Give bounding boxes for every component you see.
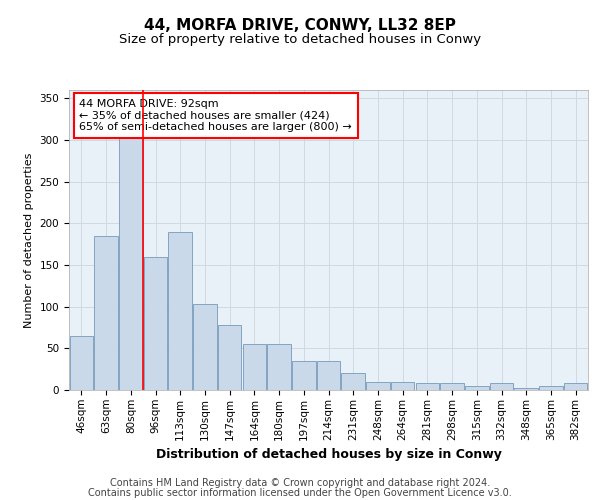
Text: Contains HM Land Registry data © Crown copyright and database right 2024.: Contains HM Land Registry data © Crown c… [110, 478, 490, 488]
Bar [514, 388, 538, 390]
Bar [416, 384, 439, 390]
Bar [317, 361, 340, 390]
Bar [490, 384, 513, 390]
Bar [440, 384, 464, 390]
Bar [94, 236, 118, 390]
Bar [391, 382, 415, 390]
Bar [242, 344, 266, 390]
Bar [564, 384, 587, 390]
Bar [292, 361, 316, 390]
Bar [218, 325, 241, 390]
Bar [144, 256, 167, 390]
Text: Contains public sector information licensed under the Open Government Licence v3: Contains public sector information licen… [88, 488, 512, 498]
Y-axis label: Number of detached properties: Number of detached properties [24, 152, 34, 328]
Text: 44 MORFA DRIVE: 92sqm
← 35% of detached houses are smaller (424)
65% of semi-det: 44 MORFA DRIVE: 92sqm ← 35% of detached … [79, 99, 352, 132]
Bar [539, 386, 563, 390]
Bar [70, 336, 93, 390]
Bar [268, 344, 291, 390]
Bar [366, 382, 389, 390]
Bar [193, 304, 217, 390]
Text: 44, MORFA DRIVE, CONWY, LL32 8EP: 44, MORFA DRIVE, CONWY, LL32 8EP [144, 18, 456, 32]
Bar [465, 386, 488, 390]
Bar [119, 115, 143, 390]
Text: Size of property relative to detached houses in Conwy: Size of property relative to detached ho… [119, 32, 481, 46]
X-axis label: Distribution of detached houses by size in Conwy: Distribution of detached houses by size … [155, 448, 502, 461]
Bar [341, 374, 365, 390]
Bar [169, 232, 192, 390]
